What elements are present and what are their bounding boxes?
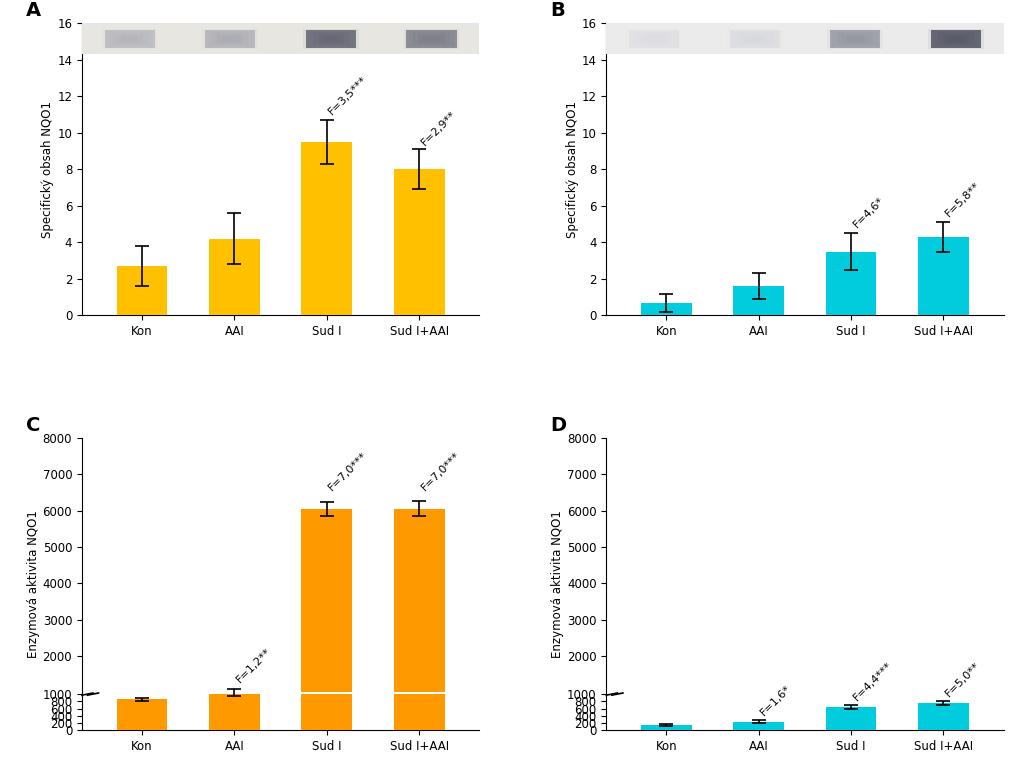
Bar	[842, 34, 868, 44]
Text: F=2,9**: F=2,9**	[419, 109, 458, 148]
Bar	[733, 286, 784, 315]
Bar	[222, 36, 239, 42]
Bar	[301, 509, 352, 730]
Bar	[393, 692, 444, 694]
Bar	[301, 692, 352, 694]
Text: F=4,6*: F=4,6*	[851, 195, 886, 230]
Bar	[117, 699, 167, 730]
Text: F=1,2**: F=1,2**	[234, 646, 273, 685]
Text: F=1,6*: F=1,6*	[759, 683, 794, 718]
Bar	[393, 509, 444, 730]
Bar	[82, 23, 479, 54]
Bar	[203, 29, 258, 49]
Y-axis label: Specifický obsah NQO1: Specifický obsah NQO1	[566, 101, 579, 238]
Bar	[323, 36, 339, 42]
Bar	[217, 34, 244, 44]
Text: F=7,0***: F=7,0***	[327, 450, 370, 493]
Bar	[847, 36, 863, 42]
Bar	[212, 33, 248, 45]
Bar	[729, 30, 779, 47]
Bar	[641, 303, 692, 315]
Bar	[943, 34, 969, 44]
Bar	[736, 33, 773, 45]
Bar	[641, 34, 668, 44]
Bar	[393, 169, 444, 315]
Bar	[645, 36, 663, 42]
Bar	[825, 252, 877, 315]
Bar	[303, 29, 358, 49]
Text: F=7,0***: F=7,0***	[419, 450, 462, 493]
Bar	[112, 33, 147, 45]
Bar	[414, 33, 450, 45]
Bar	[308, 30, 354, 47]
Bar	[205, 30, 255, 47]
Bar	[104, 30, 155, 47]
Y-axis label: Enzymová aktivita NQO1: Enzymová aktivita NQO1	[27, 510, 40, 658]
Bar	[423, 36, 440, 42]
Bar	[403, 29, 460, 49]
Bar	[301, 142, 352, 315]
Bar	[629, 30, 679, 47]
Bar	[117, 34, 142, 44]
Bar	[741, 34, 768, 44]
Bar	[919, 237, 969, 315]
Y-axis label: Specifický obsah NQO1: Specifický obsah NQO1	[41, 101, 54, 238]
Text: F=5,0**: F=5,0**	[943, 660, 982, 699]
Bar	[209, 692, 260, 730]
Bar	[209, 239, 260, 315]
Bar	[830, 30, 881, 47]
Bar	[626, 29, 682, 49]
Bar	[746, 36, 763, 42]
Bar	[606, 23, 1004, 54]
Text: A: A	[27, 2, 41, 20]
Bar	[101, 29, 158, 49]
Bar	[407, 30, 457, 47]
Bar	[919, 702, 969, 730]
Bar	[306, 30, 356, 47]
Bar	[938, 33, 974, 45]
Bar	[207, 30, 253, 47]
Bar	[827, 29, 883, 49]
Bar	[947, 36, 965, 42]
Bar	[933, 30, 979, 47]
Bar	[106, 30, 153, 47]
Bar	[317, 34, 344, 44]
Bar	[312, 33, 349, 45]
Bar	[641, 725, 692, 730]
Bar	[727, 29, 782, 49]
Bar	[928, 29, 984, 49]
Y-axis label: Enzymová aktivita NQO1: Enzymová aktivita NQO1	[551, 510, 564, 658]
Bar	[733, 722, 784, 730]
Bar	[731, 30, 777, 47]
Bar	[838, 33, 873, 45]
Bar	[636, 33, 672, 45]
Bar	[209, 692, 260, 694]
Text: F=5,8**: F=5,8**	[943, 180, 982, 218]
Bar	[117, 267, 167, 315]
Bar	[631, 30, 677, 47]
Bar	[409, 30, 455, 47]
Text: B: B	[551, 2, 565, 20]
Bar	[931, 30, 981, 47]
Bar	[833, 30, 879, 47]
Text: D: D	[551, 416, 567, 435]
Text: F=4,4***: F=4,4***	[851, 660, 894, 702]
Text: F=3,5***: F=3,5***	[327, 74, 370, 117]
Bar	[825, 707, 877, 730]
Bar	[121, 36, 138, 42]
Text: C: C	[27, 416, 41, 435]
Bar	[418, 34, 444, 44]
